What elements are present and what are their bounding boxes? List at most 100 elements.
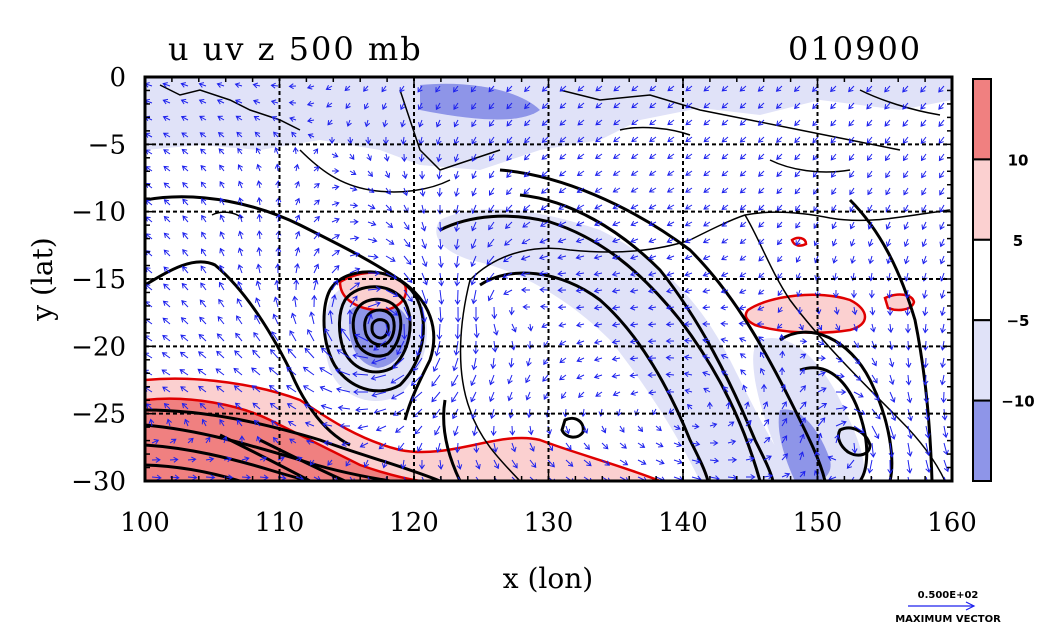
wind-vector — [217, 132, 225, 138]
wind-vector — [685, 153, 693, 160]
wind-vector — [794, 102, 801, 110]
wind-vector — [367, 204, 376, 210]
wind-vector — [403, 255, 412, 266]
wind-vector — [558, 340, 567, 346]
wind-vector — [907, 425, 913, 440]
wind-vector — [685, 187, 693, 193]
wind-vector — [763, 473, 774, 480]
wind-vector — [648, 204, 657, 210]
wind-vector — [331, 217, 340, 224]
wind-vector — [438, 289, 445, 305]
wind-vector — [830, 153, 837, 161]
wind-vector — [434, 425, 441, 436]
wind-vector — [921, 170, 927, 179]
wind-vector — [779, 366, 786, 376]
wind-vector — [437, 221, 444, 233]
vector-legend-arrowhead — [965, 601, 976, 611]
wind-vector — [366, 153, 372, 162]
wind-vector — [906, 459, 913, 474]
wind-vector — [364, 119, 371, 128]
wind-vector — [684, 287, 693, 294]
wind-vector — [757, 119, 765, 126]
wind-vector — [540, 187, 549, 194]
wind-vector — [236, 315, 243, 325]
wind-vector — [151, 474, 162, 481]
wind-vector — [763, 418, 770, 427]
wind-vector — [490, 425, 497, 437]
wind-vector — [320, 404, 333, 410]
wind-vector — [795, 204, 801, 212]
wind-vector — [612, 390, 621, 397]
wind-vector — [163, 215, 171, 223]
wind-vector — [238, 197, 244, 206]
wind-vector — [796, 306, 803, 315]
wind-vector — [219, 247, 225, 257]
wind-vector — [294, 246, 301, 257]
wind-vector — [400, 119, 406, 128]
wind-vector — [739, 204, 747, 211]
wind-vector — [306, 100, 315, 107]
wind-vector — [325, 84, 333, 90]
wind-vector — [290, 312, 297, 325]
wind-vector — [703, 85, 711, 92]
wind-vector — [775, 102, 783, 109]
wind-vector — [541, 85, 549, 92]
wind-vector — [151, 456, 161, 463]
wind-vector — [647, 372, 657, 378]
wind-vector — [703, 119, 711, 126]
wind-vector — [199, 148, 207, 155]
wind-vector — [630, 220, 639, 227]
wind-vector — [256, 230, 263, 240]
wind-vector — [457, 476, 464, 481]
wind-vector — [454, 323, 461, 340]
wind-vector — [582, 425, 589, 434]
wind-vector — [647, 355, 657, 362]
wind-vector — [940, 357, 946, 369]
wind-vector — [489, 374, 495, 386]
wind-vector — [629, 271, 639, 277]
wind-vector — [739, 85, 747, 92]
wind-vector — [200, 248, 207, 257]
wind-vector — [435, 119, 442, 128]
wind-vector — [830, 102, 837, 110]
wind-vector — [419, 170, 426, 180]
wind-vector — [799, 368, 805, 376]
wind-vector — [583, 442, 591, 451]
wind-vector — [795, 221, 801, 229]
wind-vector — [162, 132, 171, 138]
wind-vector — [776, 136, 783, 143]
wind-vector — [666, 237, 675, 244]
wind-vector — [346, 119, 352, 127]
wind-vector — [648, 237, 657, 244]
wind-vector — [703, 136, 711, 143]
wind-vector — [666, 271, 675, 277]
wind-vector — [799, 338, 808, 345]
colorbar-label: −10 — [1001, 393, 1034, 411]
wind-vector — [181, 282, 189, 291]
wind-vector — [833, 306, 840, 315]
wind-vector — [525, 391, 531, 401]
wind-vector — [237, 264, 244, 274]
wind-vector — [199, 132, 207, 138]
wind-vector — [198, 385, 207, 393]
wind-vector — [367, 301, 381, 308]
wind-vector — [489, 408, 496, 420]
wind-vector — [593, 254, 603, 260]
wind-vector — [344, 85, 351, 92]
wind-vector — [492, 442, 498, 453]
wind-vector — [835, 389, 847, 396]
wind-vector — [349, 218, 359, 225]
wind-vector — [759, 351, 765, 359]
wind-vector — [506, 85, 513, 93]
wind-vector — [182, 215, 189, 223]
wind-vector — [381, 85, 387, 93]
wind-vector — [252, 402, 261, 410]
wind-vectors — [145, 82, 950, 481]
wind-vector — [470, 255, 477, 268]
wind-vector — [162, 98, 171, 105]
wind-vector — [400, 136, 407, 145]
wind-vector — [216, 82, 225, 88]
wind-vector — [886, 255, 892, 265]
wind-vector — [505, 187, 513, 196]
